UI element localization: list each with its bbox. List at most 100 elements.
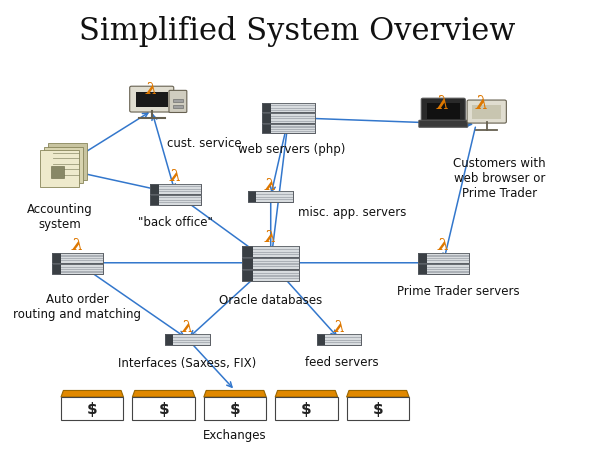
FancyBboxPatch shape xyxy=(271,126,315,128)
FancyBboxPatch shape xyxy=(45,147,83,183)
FancyBboxPatch shape xyxy=(427,253,469,263)
FancyBboxPatch shape xyxy=(159,197,201,199)
FancyBboxPatch shape xyxy=(421,98,465,123)
Text: λ: λ xyxy=(265,177,277,194)
Text: λ: λ xyxy=(475,95,488,113)
FancyBboxPatch shape xyxy=(325,337,362,338)
Text: cust. service: cust. service xyxy=(167,137,241,150)
FancyBboxPatch shape xyxy=(253,270,299,281)
Text: misc. app. servers: misc. app. servers xyxy=(298,206,406,219)
Text: Accounting
system: Accounting system xyxy=(27,203,92,231)
FancyBboxPatch shape xyxy=(61,253,102,263)
FancyBboxPatch shape xyxy=(159,186,201,188)
FancyBboxPatch shape xyxy=(325,334,362,345)
FancyBboxPatch shape xyxy=(253,278,299,279)
FancyBboxPatch shape xyxy=(427,260,469,261)
Text: $: $ xyxy=(158,402,169,417)
FancyBboxPatch shape xyxy=(418,264,469,274)
FancyBboxPatch shape xyxy=(262,103,271,112)
FancyBboxPatch shape xyxy=(151,183,159,194)
Text: "back office": "back office" xyxy=(138,216,213,229)
FancyBboxPatch shape xyxy=(271,113,315,123)
FancyBboxPatch shape xyxy=(61,397,124,420)
FancyBboxPatch shape xyxy=(271,124,315,134)
FancyBboxPatch shape xyxy=(325,342,362,343)
FancyBboxPatch shape xyxy=(271,105,315,106)
Polygon shape xyxy=(133,390,195,397)
FancyBboxPatch shape xyxy=(165,334,210,345)
FancyBboxPatch shape xyxy=(418,264,427,274)
FancyBboxPatch shape xyxy=(271,120,315,122)
FancyBboxPatch shape xyxy=(427,264,469,274)
FancyBboxPatch shape xyxy=(61,260,102,261)
Polygon shape xyxy=(275,390,338,397)
FancyBboxPatch shape xyxy=(262,124,315,134)
FancyBboxPatch shape xyxy=(243,258,253,269)
Text: λ: λ xyxy=(437,237,449,254)
FancyBboxPatch shape xyxy=(243,246,299,257)
Text: web servers (php): web servers (php) xyxy=(238,143,345,156)
FancyBboxPatch shape xyxy=(467,100,506,123)
Text: Interfaces (Saxess, FIX): Interfaces (Saxess, FIX) xyxy=(118,357,256,370)
FancyBboxPatch shape xyxy=(243,246,253,257)
FancyBboxPatch shape xyxy=(419,120,468,127)
FancyBboxPatch shape xyxy=(169,90,187,112)
FancyBboxPatch shape xyxy=(243,270,299,281)
FancyBboxPatch shape xyxy=(427,258,469,259)
FancyBboxPatch shape xyxy=(262,103,315,112)
Polygon shape xyxy=(347,390,409,397)
FancyBboxPatch shape xyxy=(52,264,61,274)
Text: Simplified System Overview: Simplified System Overview xyxy=(79,16,516,47)
FancyBboxPatch shape xyxy=(253,264,299,265)
FancyBboxPatch shape xyxy=(256,191,293,202)
FancyBboxPatch shape xyxy=(61,258,102,259)
FancyBboxPatch shape xyxy=(271,110,315,111)
FancyBboxPatch shape xyxy=(173,99,183,102)
FancyBboxPatch shape xyxy=(472,105,501,119)
FancyBboxPatch shape xyxy=(173,337,210,338)
FancyBboxPatch shape xyxy=(253,254,299,255)
FancyBboxPatch shape xyxy=(151,195,159,205)
FancyBboxPatch shape xyxy=(253,252,299,253)
FancyBboxPatch shape xyxy=(427,269,469,270)
FancyBboxPatch shape xyxy=(151,195,201,205)
FancyBboxPatch shape xyxy=(136,92,168,107)
FancyBboxPatch shape xyxy=(52,253,102,263)
FancyBboxPatch shape xyxy=(159,200,201,201)
FancyBboxPatch shape xyxy=(61,269,102,270)
Text: Auto order
routing and matching: Auto order routing and matching xyxy=(13,293,142,321)
FancyBboxPatch shape xyxy=(173,105,183,108)
FancyBboxPatch shape xyxy=(256,197,293,198)
FancyBboxPatch shape xyxy=(325,340,362,341)
FancyBboxPatch shape xyxy=(418,253,427,263)
Text: λ: λ xyxy=(146,82,158,98)
FancyBboxPatch shape xyxy=(262,124,271,134)
Text: Prime Trader servers: Prime Trader servers xyxy=(397,285,519,298)
Text: λ: λ xyxy=(170,168,181,184)
FancyBboxPatch shape xyxy=(159,195,201,205)
FancyBboxPatch shape xyxy=(159,189,201,190)
FancyBboxPatch shape xyxy=(317,334,362,345)
FancyBboxPatch shape xyxy=(243,270,253,281)
FancyBboxPatch shape xyxy=(427,255,469,257)
Text: λ: λ xyxy=(71,237,83,254)
FancyBboxPatch shape xyxy=(51,166,64,178)
FancyBboxPatch shape xyxy=(249,191,256,202)
FancyBboxPatch shape xyxy=(159,202,201,203)
FancyBboxPatch shape xyxy=(253,276,299,277)
Text: Customers with
web browser or
Prime Trader: Customers with web browser or Prime Trad… xyxy=(453,157,546,200)
FancyBboxPatch shape xyxy=(52,253,61,263)
FancyBboxPatch shape xyxy=(271,116,315,117)
Text: feed servers: feed servers xyxy=(305,356,379,369)
FancyBboxPatch shape xyxy=(317,334,325,345)
Text: $: $ xyxy=(230,402,240,417)
FancyBboxPatch shape xyxy=(204,397,267,420)
FancyBboxPatch shape xyxy=(49,143,87,180)
FancyBboxPatch shape xyxy=(253,273,299,274)
FancyBboxPatch shape xyxy=(173,340,210,341)
FancyBboxPatch shape xyxy=(427,103,460,119)
FancyBboxPatch shape xyxy=(262,113,315,123)
FancyBboxPatch shape xyxy=(271,103,315,112)
FancyBboxPatch shape xyxy=(262,113,271,123)
FancyBboxPatch shape xyxy=(347,397,409,420)
